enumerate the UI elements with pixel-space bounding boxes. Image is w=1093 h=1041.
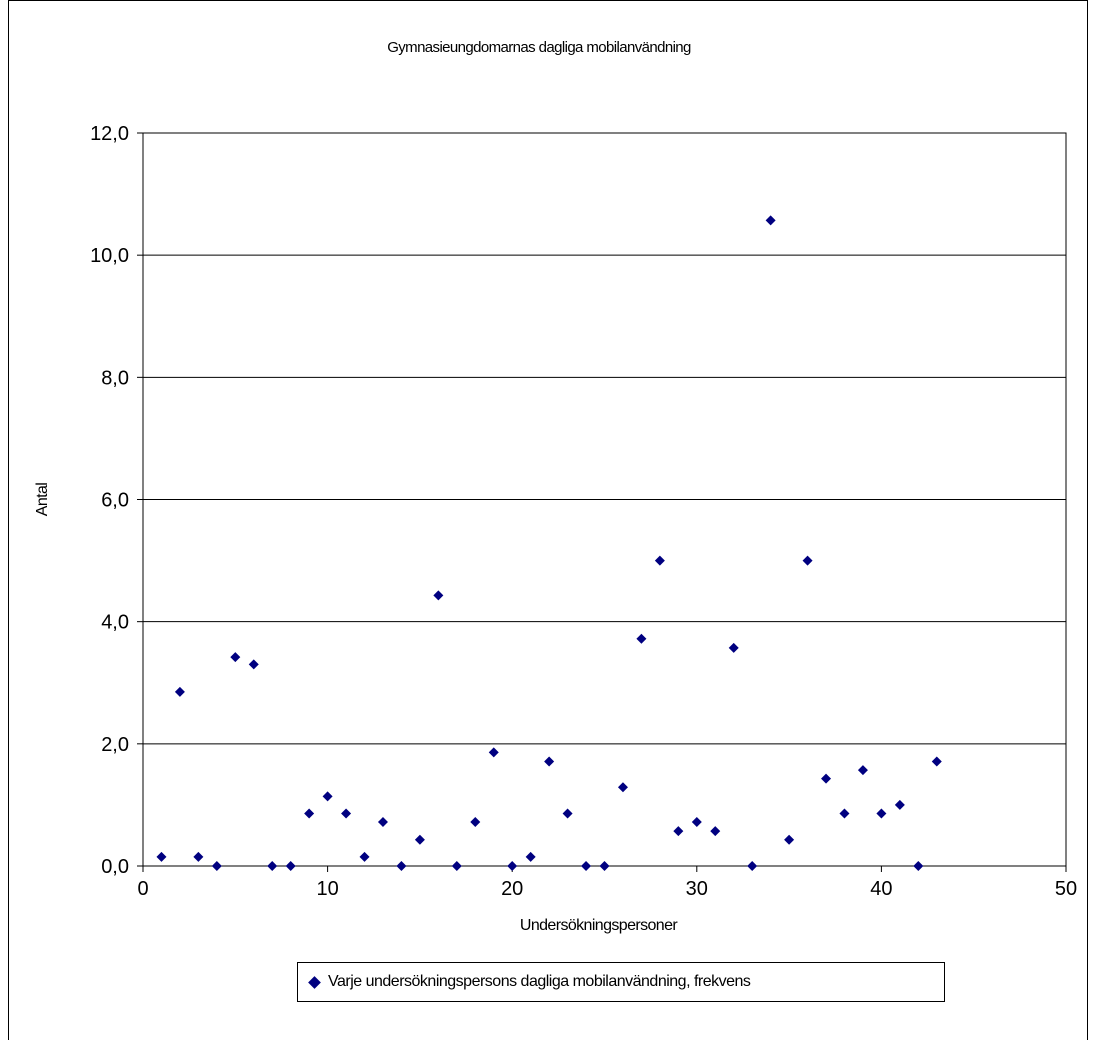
chart-area: Gymnasieungdomarnas dagliga mobilanvändn…	[8, 0, 1088, 1040]
data-point	[802, 555, 813, 566]
data-point	[931, 756, 942, 767]
data-point	[728, 642, 739, 653]
data-point	[913, 861, 924, 871]
data-point	[673, 826, 684, 837]
data-point	[230, 652, 241, 663]
data-point	[267, 861, 278, 871]
y-tick-label: 8,0	[101, 367, 129, 389]
data-point	[451, 861, 462, 871]
data-point	[691, 817, 702, 828]
data-point	[433, 590, 444, 601]
data-point	[414, 834, 425, 845]
y-tick-label: 12,0	[90, 123, 129, 145]
data-point	[359, 851, 370, 862]
y-tick-label: 2,0	[101, 734, 129, 756]
x-tick-label: 50	[1055, 878, 1077, 900]
data-point	[193, 851, 204, 862]
data-point	[470, 817, 481, 828]
x-tick-label: 0	[137, 878, 148, 900]
data-point	[285, 861, 296, 871]
data-point	[710, 826, 721, 837]
legend: Varje undersökningspersons dagliga mobil…	[297, 962, 945, 1002]
x-tick-labels: 0 10 20 30 40 50	[137, 878, 1077, 900]
legend-label: Varje undersökningspersons dagliga mobil…	[328, 973, 751, 990]
x-tick-label: 40	[870, 878, 892, 900]
data-point	[581, 861, 592, 871]
y-tick-labels: 0,0 2,0 4,0 6,0 8,0 10,0 12,0	[90, 123, 129, 878]
data-point	[894, 799, 905, 810]
y-tick-label: 0,0	[101, 856, 129, 878]
data-point	[821, 773, 832, 784]
data-point	[876, 808, 887, 819]
data-point	[765, 215, 776, 226]
y-tick-label: 4,0	[101, 612, 129, 634]
x-tick-label: 20	[501, 878, 523, 900]
y-tick-label: 10,0	[90, 245, 129, 267]
data-point	[599, 861, 610, 871]
data-point	[211, 861, 222, 871]
data-point	[396, 861, 407, 871]
data-point	[544, 756, 555, 767]
gridlines	[143, 254, 1066, 745]
y-axis-title: Antal	[34, 483, 51, 517]
data-point	[304, 808, 315, 819]
data-point	[654, 555, 665, 566]
x-axis-title: Undersökningspersoner	[520, 917, 679, 934]
data-point	[784, 834, 795, 845]
data-point	[174, 686, 185, 697]
data-point	[562, 808, 573, 819]
data-point	[488, 747, 499, 758]
data-points	[156, 215, 942, 871]
y-tick-label: 6,0	[101, 490, 129, 512]
data-point	[507, 861, 518, 871]
x-tick-label: 30	[686, 878, 708, 900]
x-tick-label: 10	[316, 878, 338, 900]
data-point	[747, 861, 758, 871]
data-point	[377, 817, 388, 828]
data-point	[341, 808, 352, 819]
data-point	[248, 659, 259, 670]
data-point	[857, 765, 868, 776]
data-point	[636, 633, 647, 644]
data-point	[525, 851, 536, 862]
data-point	[839, 808, 850, 819]
data-point	[322, 791, 333, 802]
y-ticks	[137, 132, 143, 867]
chart-title: Gymnasieungdomarnas dagliga mobilanvändn…	[387, 39, 691, 56]
data-point	[156, 851, 167, 862]
data-point	[617, 782, 628, 793]
